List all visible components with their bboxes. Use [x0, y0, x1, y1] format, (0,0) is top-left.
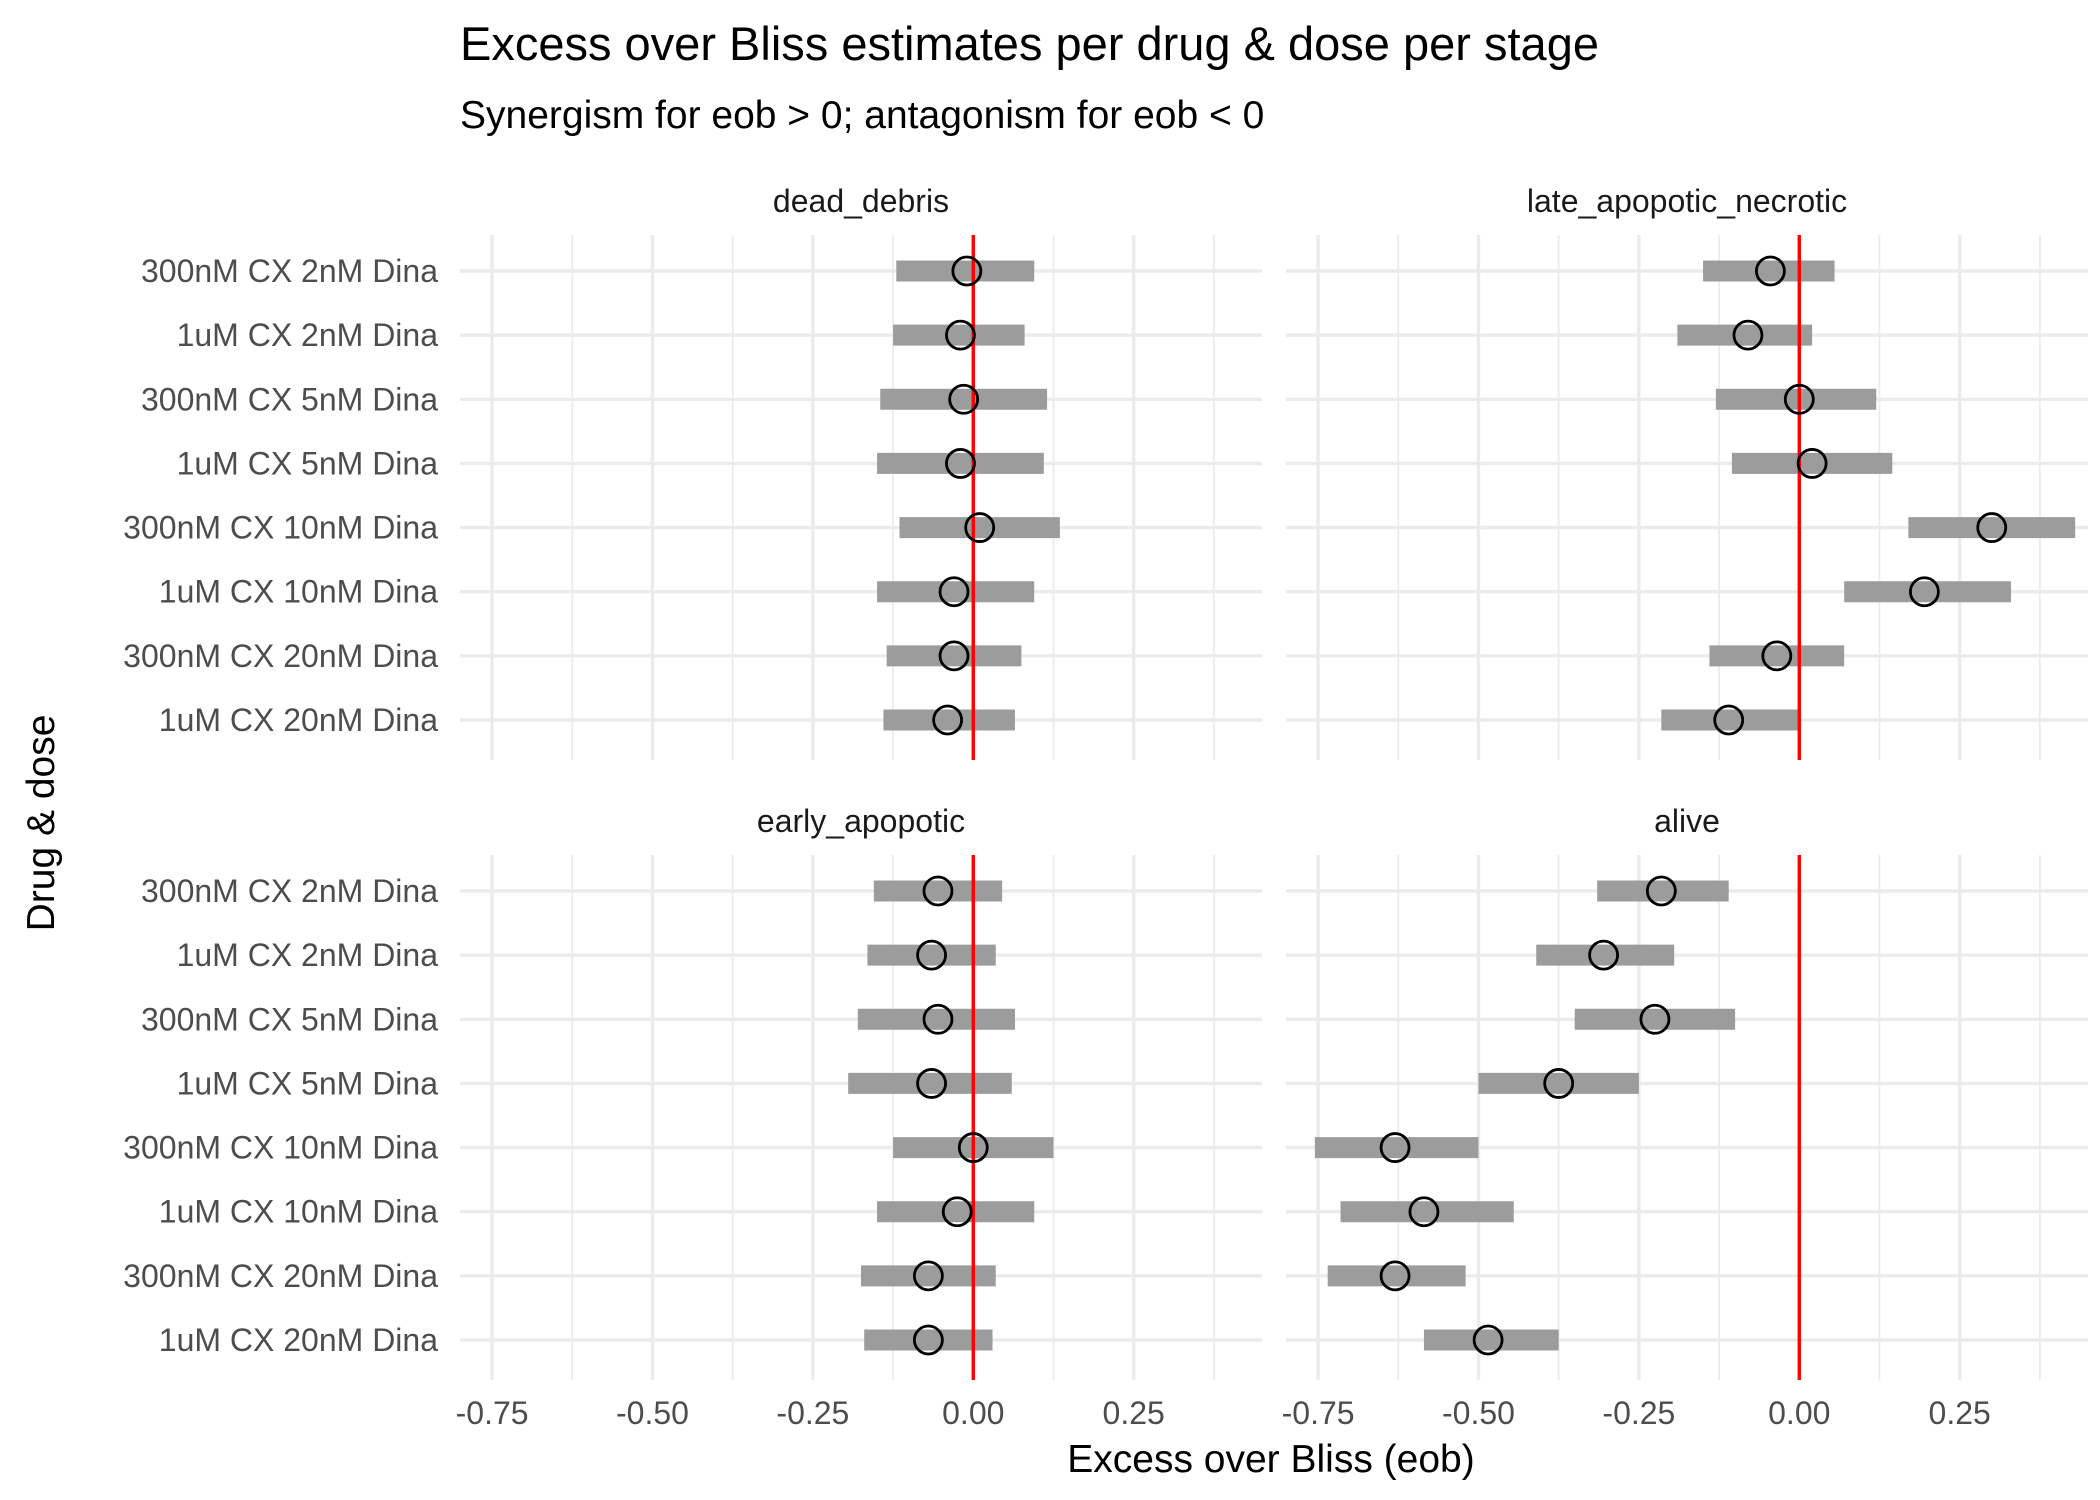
point-estimate — [1379, 1260, 1411, 1292]
y-tick-label: 1uM CX 20nM Dina — [159, 1322, 438, 1358]
panel-alive: alive -0.75 -0.50 -0.25 0.00 0.25 — [1282, 803, 2088, 1431]
y-tick-label: 300nM CX 5nM Dina — [141, 381, 438, 417]
x-tick-label: 0.00 — [1768, 1395, 1830, 1431]
point-estimate — [957, 1132, 989, 1163]
point-estimate — [1976, 512, 2008, 543]
point-estimate — [916, 939, 947, 971]
point-estimate — [1408, 1196, 1440, 1228]
y-tick-label: 300nM CX 10nM Dina — [123, 510, 438, 546]
panel-early-apopotic: early_apopotic 300nM CX 2nM Dina 1uM CX 2n… — [123, 803, 1262, 1431]
point-estimate — [1645, 875, 1677, 907]
point-estimate — [948, 383, 980, 415]
y-tick-label: 300nM CX 2nM Dina — [141, 873, 438, 909]
x-tick-label: -0.75 — [456, 1395, 529, 1431]
y-tick-label: 1uM CX 20nM Dina — [159, 702, 438, 738]
point-estimate — [922, 875, 954, 907]
point-estimate — [1783, 383, 1815, 415]
point-estimate — [912, 1324, 944, 1356]
facet-strip-label: early_apopotic — [757, 803, 965, 839]
point-estimate — [1379, 1132, 1411, 1163]
facet-panels: dead_debris 300nM CX 2nM Dina 1uM CX 2nM D… — [123, 183, 2088, 1431]
x-tick-label: -0.50 — [616, 1395, 689, 1431]
y-tick-label: 300nM CX 10nM Dina — [123, 1130, 438, 1166]
facet-strip-label: dead_debris — [773, 183, 949, 219]
point-estimate — [1732, 319, 1764, 351]
y-tick-label: 1uM CX 5nM Dina — [177, 445, 439, 481]
x-tick-label: -0.75 — [1282, 1395, 1355, 1431]
y-tick-label: 300nM CX 5nM Dina — [141, 1001, 438, 1037]
point-estimate — [922, 1003, 954, 1035]
y-tick-label: 300nM CX 20nM Dina — [123, 1258, 438, 1294]
chart-subtitle: Synergism for eob > 0; antagonism for eo… — [460, 94, 1264, 137]
point-estimate — [941, 1196, 973, 1228]
x-tick-label: -0.25 — [1602, 1395, 1675, 1431]
point-estimate — [964, 512, 996, 543]
point-estimate — [1761, 640, 1793, 672]
panel-late-apopotic-necrotic: late_apopotic_necrotic — [1286, 183, 2088, 760]
chart-title: Excess over Bliss estimates per drug & d… — [460, 17, 1599, 70]
x-tick-label: 0.00 — [942, 1395, 1004, 1431]
y-tick-label: 1uM CX 2nM Dina — [177, 937, 439, 973]
x-tick-label: -0.50 — [1442, 1395, 1515, 1431]
y-tick-label: 1uM CX 5nM Dina — [177, 1065, 439, 1101]
facet-strip-label: late_apopotic_necrotic — [1527, 183, 1847, 219]
facet-strip-label: alive — [1654, 803, 1720, 839]
point-estimate — [912, 1260, 944, 1292]
point-estimate — [1588, 939, 1619, 971]
y-tick-label: 1uM CX 2nM Dina — [177, 317, 439, 353]
point-estimate — [945, 448, 976, 479]
x-tick-label: 0.25 — [1929, 1395, 1991, 1431]
point-estimate — [1908, 576, 1940, 608]
point-estimate — [938, 640, 970, 672]
x-axis-title: Excess over Bliss (eob) — [1067, 1438, 1474, 1481]
point-estimate — [938, 576, 970, 608]
point-estimate — [1639, 1003, 1671, 1035]
point-estimate — [916, 1068, 947, 1099]
panel-dead-debris: dead_debris 300nM CX 2nM Dina 1uM CX 2nM D… — [123, 183, 1262, 760]
y-tick-label: 300nM CX 2nM Dina — [141, 253, 438, 289]
point-estimate — [1796, 448, 1828, 479]
point-estimate — [1543, 1068, 1575, 1099]
x-tick-label: -0.25 — [776, 1395, 849, 1431]
point-estimate — [932, 704, 964, 736]
point-estimate — [1755, 255, 1786, 287]
y-tick-label: 300nM CX 20nM Dina — [123, 638, 438, 674]
point-estimate — [1472, 1324, 1504, 1356]
y-axis-title: Drug & dose — [20, 715, 63, 932]
y-tick-label: 1uM CX 10nM Dina — [159, 1194, 438, 1230]
y-tick-label: 1uM CX 10nM Dina — [159, 574, 438, 610]
point-estimate — [945, 319, 976, 351]
point-estimate — [1713, 704, 1745, 736]
x-tick-label: 0.25 — [1103, 1395, 1165, 1431]
point-estimate — [951, 255, 983, 287]
